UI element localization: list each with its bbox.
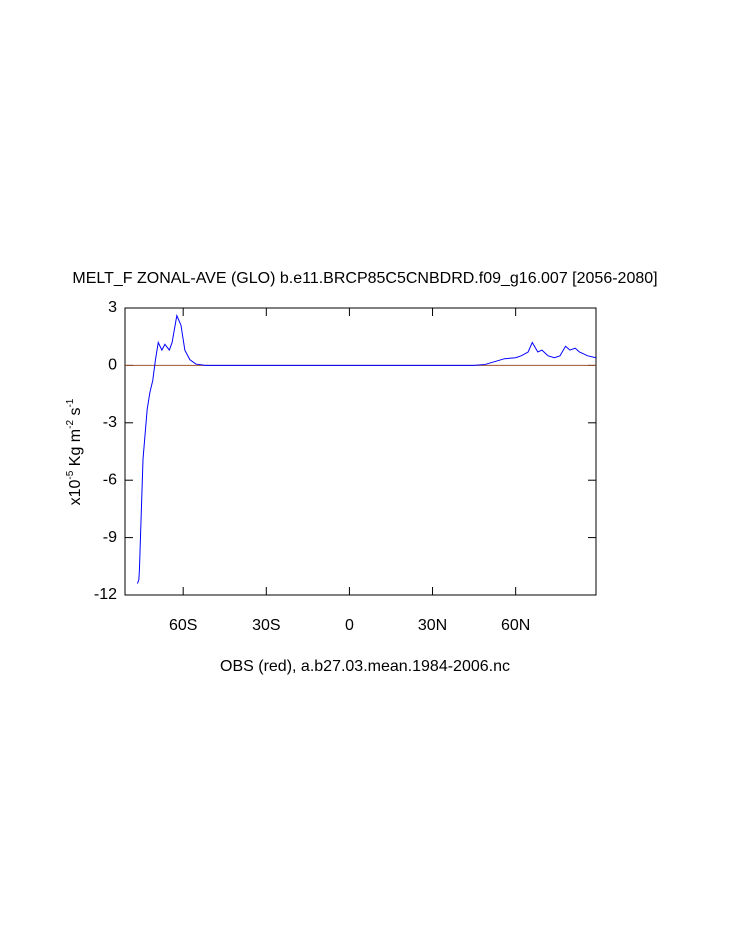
x-axis-label: OBS (red), a.b27.03.mean.1984-2006.nc — [220, 658, 510, 675]
y-axis-label-part: s — [67, 408, 84, 420]
plot-frame — [124, 307, 597, 596]
y-axis-label: x10-5 Kg m-2 s-1 — [65, 398, 84, 505]
y-tick-label: -3 — [103, 414, 117, 431]
y-tick-label: -12 — [94, 586, 117, 603]
y-axis-label-part: x10 — [67, 479, 84, 505]
x-tick-label: 30N — [418, 617, 447, 634]
y-axis-label-part: Kg m — [67, 429, 84, 471]
x-tick-label: 60S — [169, 617, 197, 634]
y-axis-label-part: -5 — [65, 470, 76, 479]
x-tick-label: 30S — [252, 617, 280, 634]
chart-title: MELT_F ZONAL-AVE (GLO) b.e11.BRCP85C5CNB… — [72, 270, 657, 287]
data-line — [136, 313, 597, 584]
y-tick-label: 3 — [108, 299, 117, 316]
y-axis-label-part: -2 — [65, 420, 76, 429]
y-tick-label: 0 — [108, 357, 117, 374]
y-tick-label: -9 — [103, 529, 117, 546]
x-tick-label: 60N — [501, 617, 530, 634]
x-tick-label: 0 — [345, 617, 354, 634]
y-axis-label-part: -1 — [65, 398, 76, 407]
y-tick-label: -6 — [103, 471, 117, 488]
